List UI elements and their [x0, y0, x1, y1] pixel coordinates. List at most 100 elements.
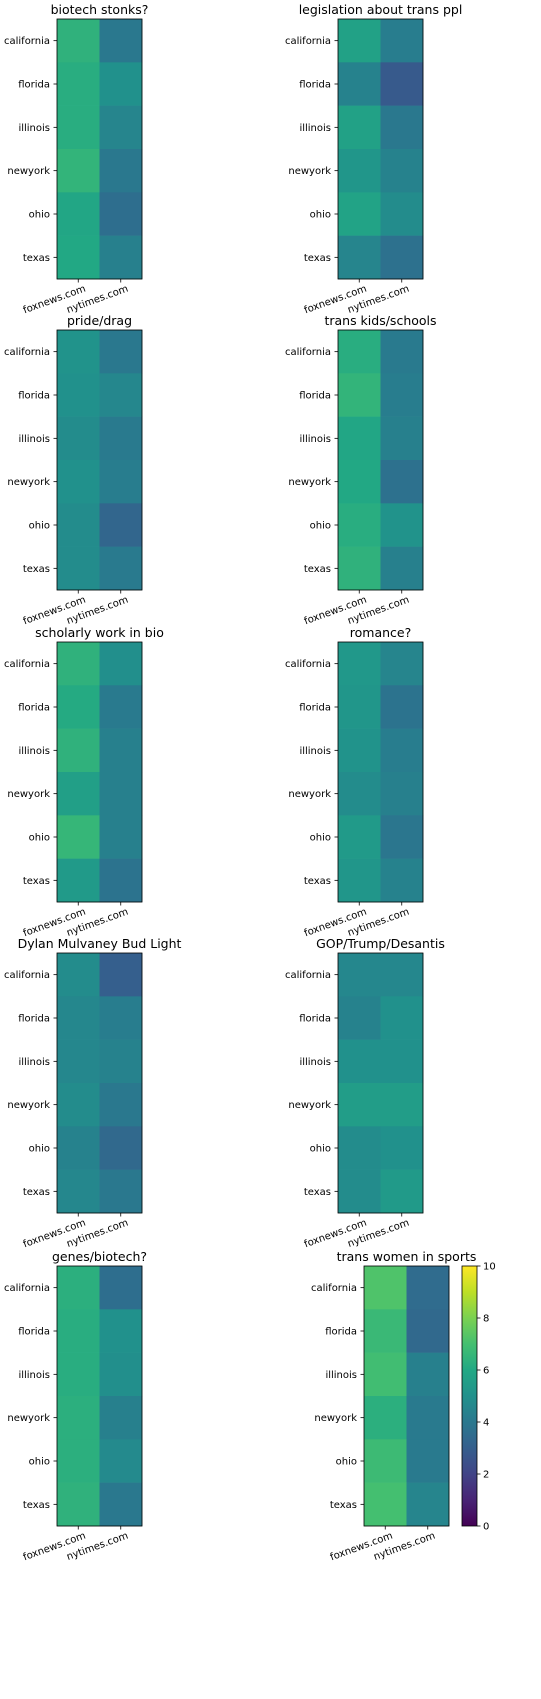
- heatmap-cell: [380, 105, 424, 150]
- heatmap-cell: [338, 149, 381, 193]
- heatmap-cell: [99, 330, 143, 374]
- heatmap-cell: [364, 1439, 407, 1483]
- heatmap-cell: [99, 1396, 143, 1440]
- y-tick-label: florida: [18, 1327, 50, 1338]
- heatmap-cell: [57, 235, 100, 280]
- panel-frame: [56, 641, 143, 903]
- y-tick-label: florida: [18, 703, 50, 714]
- heatmap-cell: [338, 1039, 381, 1084]
- y-tick-label: ohio: [29, 210, 50, 221]
- heatmap-cell: [57, 62, 100, 106]
- heatmap-cell: [338, 192, 381, 236]
- y-tick-label: texas: [23, 253, 50, 264]
- panel-frame: [56, 18, 143, 280]
- heatmap-cell: [57, 373, 100, 417]
- y-tick-label: newyork: [7, 789, 50, 800]
- y-tick-label: illinois: [18, 746, 50, 757]
- heatmap-cell: [380, 815, 424, 859]
- heatmap-cell: [364, 1482, 407, 1527]
- heatmap-cell: [380, 1169, 424, 1214]
- heatmap-panel-genes-biotech: genes/biotech? california florida illinois n…: [4, 1249, 147, 1563]
- y-tick-label: illinois: [18, 1370, 50, 1381]
- heatmap-cell: [99, 1266, 143, 1310]
- panel-frame: [56, 1265, 143, 1527]
- y-tick-label: illinois: [18, 123, 50, 134]
- panel-title: legislation about trans ppl: [299, 2, 463, 17]
- heatmap-cell: [406, 1439, 450, 1483]
- y-tick-label: ohio: [310, 210, 331, 221]
- y-tick-label: ohio: [29, 1457, 50, 1468]
- y-tick-label: ohio: [336, 1457, 357, 1468]
- y-tick-label: illinois: [299, 123, 331, 134]
- y-tick-label: texas: [23, 1187, 50, 1198]
- heatmap-cell: [338, 1169, 381, 1214]
- heatmap-panel-gop-trump-desantis: GOP/Trump/Desantis california florida illin…: [285, 936, 445, 1250]
- heatmap-cell: [380, 858, 424, 903]
- y-tick-label: texas: [304, 876, 331, 887]
- y-tick-label: newyork: [7, 477, 50, 488]
- heatmap-cell: [338, 996, 381, 1040]
- heatmap-cell: [380, 728, 424, 773]
- heatmap-cell: [99, 62, 143, 106]
- heatmap-cell: [99, 642, 143, 686]
- y-tick-label: ohio: [29, 833, 50, 844]
- colorbar-tick-label: 4: [483, 1418, 489, 1429]
- y-tick-label: florida: [299, 1014, 331, 1025]
- heatmap-cell: [338, 503, 381, 547]
- colorbar-tick-label: 8: [483, 1314, 489, 1325]
- panel-title: GOP/Trump/Desantis: [316, 936, 445, 951]
- heatmap-panel-trans-women-in-sports: trans women in sports california florida il…: [311, 1249, 476, 1563]
- heatmap-cell: [338, 815, 381, 859]
- heatmap-cell: [380, 996, 424, 1040]
- heatmap-cell: [338, 685, 381, 729]
- y-tick-label: texas: [304, 1187, 331, 1198]
- heatmap-cell: [380, 235, 424, 280]
- heatmap-panel-legislation-about-trans-ppl: legislation about trans ppl california flo…: [285, 2, 462, 316]
- heatmap-cell: [380, 953, 424, 997]
- panel-frame: [56, 329, 143, 591]
- heatmap-cell: [338, 235, 381, 280]
- heatmap-cell: [57, 546, 100, 591]
- heatmap-cell: [406, 1396, 450, 1440]
- heatmap-cell: [99, 1439, 143, 1483]
- heatmap-cell: [364, 1352, 407, 1397]
- heatmap-cell: [338, 953, 381, 997]
- y-tick-label: illinois: [299, 1057, 331, 1068]
- heatmap-cell: [57, 192, 100, 236]
- y-tick-label: florida: [299, 703, 331, 714]
- y-tick-label: texas: [330, 1500, 357, 1511]
- heatmap-cell: [57, 685, 100, 729]
- heatmap-cell: [57, 1439, 100, 1483]
- heatmap-cell: [380, 772, 424, 816]
- y-tick-label: ohio: [29, 521, 50, 532]
- heatmap-cell: [380, 503, 424, 547]
- panel-title: genes/biotech?: [52, 1249, 147, 1264]
- heatmap-cell: [57, 1482, 100, 1527]
- panel-frame: [56, 952, 143, 1214]
- heatmap-cell: [99, 105, 143, 150]
- heatmap-cell: [380, 460, 424, 504]
- y-tick-label: florida: [299, 391, 331, 402]
- heatmap-cell: [99, 1039, 143, 1084]
- heatmap-cell: [99, 815, 143, 859]
- y-tick-label: florida: [18, 1014, 50, 1025]
- heatmap-cell: [338, 460, 381, 504]
- heatmap-cell: [99, 953, 143, 997]
- heatmap-cell: [380, 1039, 424, 1084]
- heatmap-cell: [57, 149, 100, 193]
- y-tick-label: ohio: [310, 521, 331, 532]
- y-tick-label: newyork: [314, 1413, 357, 1424]
- heatmap-cell: [99, 685, 143, 729]
- panel-frame: [337, 952, 424, 1214]
- heatmap-cell: [57, 1309, 100, 1353]
- heatmap-cell: [57, 19, 100, 63]
- colorbar-tick-label: 0: [483, 1522, 489, 1533]
- heatmap-cell: [380, 1126, 424, 1170]
- heatmap-cell: [380, 546, 424, 591]
- heatmap-cell: [57, 416, 100, 461]
- heatmap-cell: [99, 1126, 143, 1170]
- heatmap-cell: [338, 728, 381, 773]
- heatmap-cell: [99, 1352, 143, 1397]
- y-tick-label: florida: [18, 391, 50, 402]
